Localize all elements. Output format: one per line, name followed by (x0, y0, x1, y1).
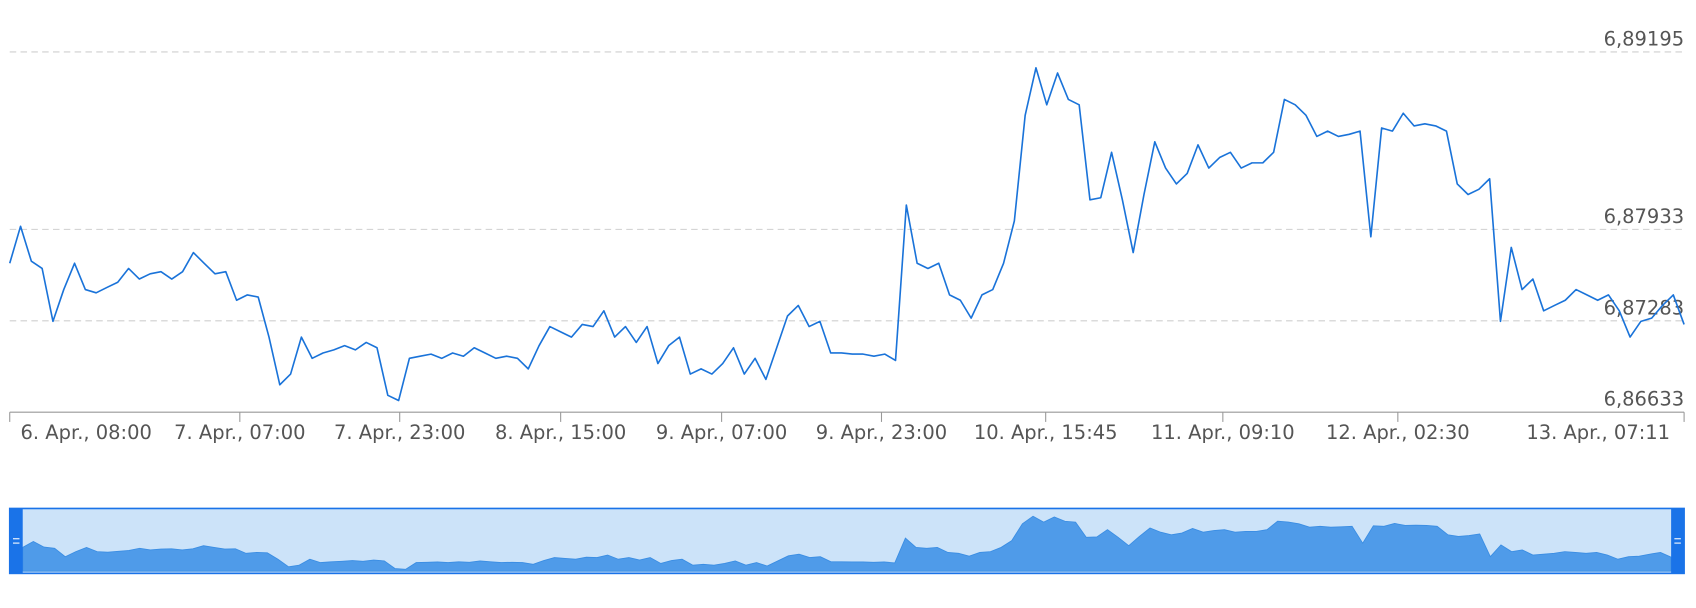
x-tick-label: 10. Apr., 15:45 (974, 421, 1118, 444)
handle[interactable] (1671, 508, 1685, 574)
navigator-handle-right[interactable] (1671, 508, 1685, 574)
x-tick-label: 6. Apr., 08:00 (21, 421, 152, 444)
x-tick-label: 13. Apr., 07:11 (1526, 421, 1670, 444)
x-tick-label: 8. Apr., 15:00 (495, 421, 626, 444)
x-tick-label: 7. Apr., 07:00 (174, 421, 305, 444)
y-tick-label: 6,87283 (1604, 296, 1685, 319)
x-tick-label: 9. Apr., 07:00 (656, 421, 787, 444)
x-tick-label: 9. Apr., 23:00 (816, 421, 947, 444)
y-tick-label: 6,86633 (1604, 388, 1685, 411)
y-tick-label: 6,89195 (1604, 27, 1685, 50)
navigator-area (22, 515, 1672, 572)
x-tick-label: 12. Apr., 02:30 (1326, 421, 1470, 444)
x-tick-label: 11. Apr., 09:10 (1151, 421, 1295, 444)
navigator-handle-left[interactable] (9, 508, 23, 574)
x-tick-label: 7. Apr., 23:00 (334, 421, 465, 444)
y-tick-label: 6,87933 (1604, 205, 1685, 228)
handle[interactable] (9, 508, 23, 574)
navigator (8, 507, 1685, 575)
series-line (8, 67, 1685, 402)
